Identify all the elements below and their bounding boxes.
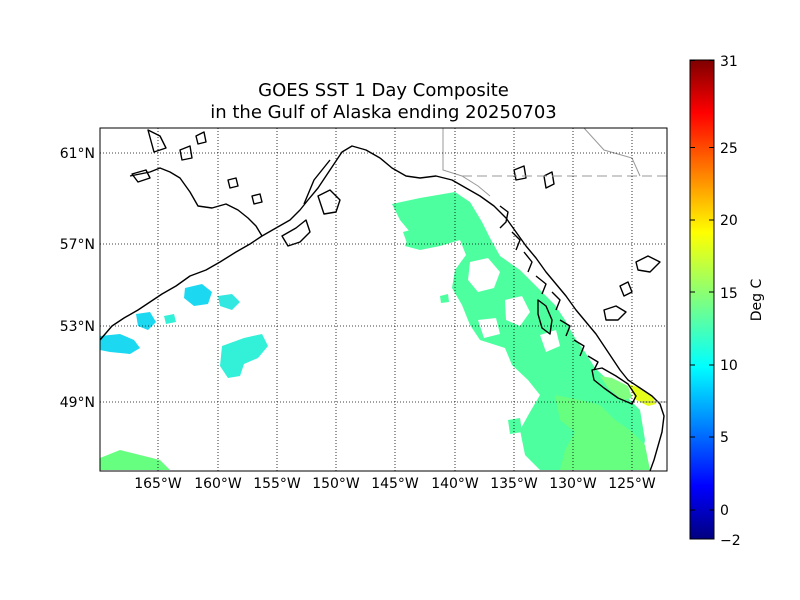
colorbar-ticks <box>690 60 714 511</box>
coast-haida-gwaii <box>537 299 553 335</box>
lat-tick-61n: 61°N <box>60 146 95 162</box>
coast-se-islands <box>499 205 561 311</box>
sst-patch-small-4 <box>164 314 176 324</box>
sst-patch-bottom-left <box>100 450 170 470</box>
coast-small-island-9 <box>147 129 167 153</box>
lon-tick-155w: 155°W <box>253 476 301 492</box>
sst-patch-aleutian-3 <box>184 284 212 306</box>
sst-patch-aleutian-2 <box>136 312 156 330</box>
colorbar-tick-25: 25 <box>720 141 738 157</box>
coast-small-island-1 <box>131 169 151 183</box>
colorbar-tick-15: 15 <box>720 286 738 302</box>
lon-tick-150w: 150°W <box>312 476 360 492</box>
lat-tick-53n: 53°N <box>60 319 95 335</box>
sst-patch-small-1 <box>403 228 422 246</box>
lon-tick-130w: 130°W <box>549 476 597 492</box>
lon-tick-165w: 165°W <box>134 476 182 492</box>
coast-small-island-4 <box>603 305 627 321</box>
lon-tick-135w: 135°W <box>490 476 538 492</box>
colorbar-tick-20: 20 <box>720 213 738 229</box>
sst-field <box>100 192 656 470</box>
coast-small-island-3 <box>251 193 263 205</box>
colorbar-tick-10: 10 <box>720 358 738 374</box>
gridlines <box>100 128 667 471</box>
colorbar-tick-31: 31 <box>720 54 738 70</box>
colorbar-tick-5: 5 <box>720 430 729 446</box>
sst-patch-aleutian-4 <box>218 294 240 310</box>
sst-patch-small-2 <box>508 418 522 434</box>
lon-tick-labels: 165°W 160°W 155°W 150°W 145°W 140°W 135°… <box>134 476 656 492</box>
sst-patch-small-3 <box>440 294 449 303</box>
coast-small-island-2 <box>227 177 239 189</box>
coast-small-island-8 <box>513 165 527 181</box>
colorbar-tick-minus-2: −2 <box>720 533 741 549</box>
coast-kodiak <box>281 219 311 247</box>
coast-vancouver-island <box>591 367 637 405</box>
lon-tick-125w: 125°W <box>608 476 656 492</box>
lon-tick-145w: 145°W <box>371 476 419 492</box>
lon-tick-160w: 160°W <box>194 476 242 492</box>
lat-tick-labels: 61°N 57°N 53°N 49°N <box>60 146 95 411</box>
lat-tick-57n: 57°N <box>60 237 95 253</box>
coast-cook-inlet <box>303 159 331 205</box>
coast-kenai <box>317 189 341 215</box>
colorbar-label: Deg C <box>749 279 765 322</box>
colorbar: 31 25 20 15 10 5 0 −2 Deg C <box>689 54 765 549</box>
sst-patch-aleutian-west <box>100 334 140 354</box>
colorbar-gradient <box>689 59 715 540</box>
sst-patch-strait <box>600 376 632 400</box>
coast-small-island-6 <box>619 281 633 297</box>
sst-patch-puget <box>628 384 656 406</box>
border-bc-alberta <box>583 128 641 177</box>
lat-tick-49n: 49°N <box>60 395 95 411</box>
political-borders <box>442 128 667 403</box>
coast-small-island-5 <box>635 255 661 273</box>
coast-small-island-10 <box>179 145 193 161</box>
coast-small-island-7 <box>543 171 555 189</box>
colorbar-tick-0: 0 <box>720 503 729 519</box>
coast-bristol-bay <box>129 167 263 237</box>
sst-patch-south-aleutians <box>220 334 268 378</box>
map-title-line-2: in the Gulf of Alaska ending 20250703 <box>210 102 557 123</box>
sst-patch-southern-band <box>555 395 650 470</box>
map-title-line-1: GOES SST 1 Day Composite <box>258 80 509 101</box>
map-frame <box>99 127 668 472</box>
lon-tick-140w: 140°W <box>431 476 479 492</box>
map-area <box>99 127 668 472</box>
coast-bc-inlets <box>559 319 599 371</box>
coast-small-island-11 <box>195 131 207 145</box>
